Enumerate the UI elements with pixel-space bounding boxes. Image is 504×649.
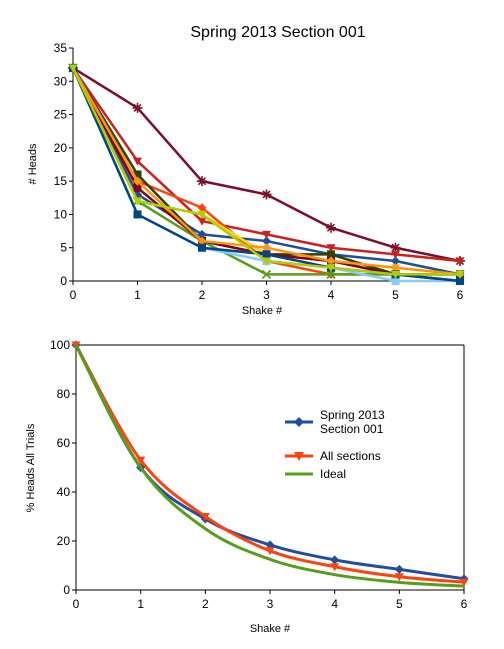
y-tick-label: 0: [60, 274, 67, 288]
data-point: [391, 256, 400, 266]
x-tick-label: 2: [199, 288, 206, 302]
y-tick-label: 30: [54, 74, 68, 88]
data-point: [327, 250, 335, 259]
y-axis-label: # Heads: [27, 143, 39, 184]
data-point: [391, 263, 400, 273]
data-point: [455, 257, 465, 266]
data-point: [326, 244, 336, 253]
data-point: [197, 203, 207, 213]
data-point: [326, 256, 336, 266]
data-point: [456, 277, 464, 285]
data-point: [261, 269, 272, 279]
y-tick-label: 5: [60, 241, 67, 255]
data-point: [197, 210, 207, 219]
data-point: [133, 183, 142, 192]
series-12: [68, 64, 465, 279]
data-point: [391, 250, 400, 259]
data-point: [326, 222, 336, 233]
data-point: [391, 277, 400, 285]
data-point: [133, 170, 142, 179]
data-point: [262, 257, 271, 266]
data-point: [133, 176, 142, 186]
x-tick-label: 1: [134, 288, 141, 302]
data-point: [133, 157, 142, 166]
data-point: [326, 264, 336, 273]
x-tick-label: 5: [392, 288, 399, 302]
y-tick-label: 25: [54, 108, 68, 122]
x-tick-label: 4: [328, 288, 335, 302]
data-point: [197, 176, 207, 187]
data-point: [197, 229, 207, 239]
y-tick-label: 10: [54, 207, 68, 221]
data-point: [197, 217, 207, 226]
chart-title: Spring 2013 Section 001: [190, 24, 365, 41]
data-point: [262, 230, 271, 239]
data-point: [198, 243, 206, 252]
data-point: [262, 236, 271, 246]
data-point: [455, 270, 465, 279]
y-tick-label: 35: [54, 41, 68, 55]
y-tick-label: 15: [54, 174, 68, 188]
data-point: [132, 102, 143, 113]
x-tick-label: 3: [263, 288, 270, 302]
x-axis-label: Shake #: [242, 305, 283, 317]
data-point: [133, 210, 142, 219]
series-2: [68, 64, 465, 266]
data-point: [197, 236, 207, 246]
series-group: [68, 62, 465, 286]
x-tick-label: 6: [457, 288, 464, 302]
data-point: [68, 64, 78, 73]
data-point: [390, 242, 401, 253]
y-tick-label: 20: [54, 141, 68, 155]
data-point: [262, 250, 271, 259]
data-point: [262, 243, 271, 253]
axes: 0 5 10 15 20 25 30 35 0 1 2 3 4 5 6: [54, 41, 464, 302]
data-point: [133, 197, 142, 206]
data-point: [391, 270, 400, 279]
x-tick-label: 0: [70, 288, 77, 302]
data-point: [261, 189, 272, 200]
